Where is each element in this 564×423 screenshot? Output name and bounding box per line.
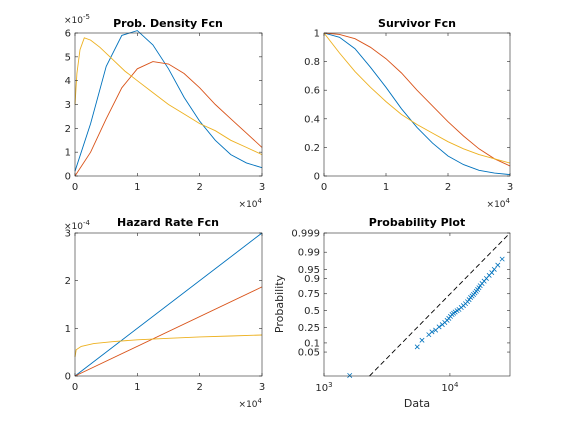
survivor-x-multiplier: ×104 <box>487 197 511 210</box>
y-tick-label: 0.05 <box>298 348 320 359</box>
probability-plot-title: Probability Plot <box>369 216 465 229</box>
y-tick-label: 4 <box>65 76 71 87</box>
y-tick-label: 1 <box>314 29 320 40</box>
data-point <box>414 344 420 350</box>
y-tick-label: 0.9 <box>304 274 320 285</box>
series-line-3 <box>323 32 511 164</box>
series-line-3 <box>74 334 263 357</box>
x-tick-label: 2 <box>196 182 202 193</box>
x-tick-label: 1 <box>383 182 389 193</box>
y-tick-label: 0.4 <box>304 114 320 125</box>
survivor-title: Survivor Fcn <box>378 17 456 30</box>
series-line-3 <box>74 37 263 156</box>
x-tick-label: 3 <box>507 182 513 193</box>
data-point <box>495 262 501 268</box>
y-tick-label: 0.75 <box>298 289 320 300</box>
probability-plot-axes-box <box>323 232 511 377</box>
pdf-title: Prob. Density Fcn <box>113 17 223 30</box>
survivor-ticks: 0 1 2 3 0 0.2 0.4 0.6 0.8 1 <box>304 29 513 194</box>
pdf-series <box>74 30 263 177</box>
y-tick-label: 0 <box>65 372 71 383</box>
x-tick-label: 3 <box>259 182 265 193</box>
x-tick-label: 0 <box>72 382 78 393</box>
y-tick-label: 0.5 <box>304 306 320 317</box>
x-tick-label: 0 <box>321 182 327 193</box>
y-tick-label: 0.2 <box>304 143 320 154</box>
series-line-2 <box>74 61 263 177</box>
y-tick-label: 3 <box>65 229 71 240</box>
series-line-1 <box>74 232 263 377</box>
x-tick-label: 1 <box>134 182 140 193</box>
y-tick-label: 0 <box>314 172 320 183</box>
y-tick-label: 0.8 <box>304 57 320 68</box>
y-tick-label: 5 <box>65 52 71 63</box>
hazard-panel: Hazard Rate Fcn ×10-4 0 1 2 3 0 1 2 3 ×104 <box>64 216 265 410</box>
y-tick-label: 0.95 <box>298 265 320 276</box>
pdf-y-multiplier: ×10-5 <box>64 13 90 26</box>
data-point <box>499 256 505 262</box>
survivor-axes-box <box>323 32 511 177</box>
series-line-2 <box>74 286 263 377</box>
y-tick-label: 0.25 <box>298 323 320 334</box>
probability-plot-ticks: 103 104 0.050.1 0.25 0.5 0.75 0.90.95 0.99 0.999 <box>291 229 510 394</box>
hazard-axes-box <box>74 232 263 377</box>
series-line-1 <box>74 30 263 172</box>
hazard-title: Hazard Rate Fcn <box>117 216 219 229</box>
x-tick-label: 2 <box>445 182 451 193</box>
data-point <box>436 324 442 330</box>
probability-plot-series <box>347 232 511 378</box>
x-tick-label: 1 <box>134 382 140 393</box>
y-tick-label: 6 <box>65 29 71 40</box>
y-tick-label: 1 <box>65 324 71 335</box>
y-tick-label: 0.999 <box>291 229 320 240</box>
x-tick-label: 3 <box>259 382 265 393</box>
data-point <box>489 270 495 276</box>
hazard-y-multiplier: ×10-4 <box>64 219 91 232</box>
reference-fit-line <box>369 232 511 377</box>
x-tick-label: 2 <box>196 382 202 393</box>
pdf-panel: Prob. Density Fcn ×10-5 0 1 2 3 0 1 2 3 4 5 6 ×104 <box>64 13 265 210</box>
x-tick-label: 0 <box>72 182 78 193</box>
survivor-series <box>323 32 511 176</box>
data-point <box>419 337 425 343</box>
pdf-x-multiplier: ×104 <box>239 197 263 210</box>
y-tick-label: 0 <box>65 172 71 183</box>
probability-plot-ylabel: Probability <box>273 274 286 333</box>
y-tick-label: 3 <box>65 100 71 111</box>
hazard-ticks: 0 1 2 3 0 1 2 3 <box>65 229 266 394</box>
hazard-x-multiplier: ×104 <box>239 397 263 410</box>
x-tick-label: 103 <box>315 381 332 394</box>
y-tick-label: 0.99 <box>298 248 320 259</box>
data-point <box>429 329 435 335</box>
probability-plot-xlabel: Data <box>404 397 430 410</box>
y-tick-label: 1 <box>65 148 71 159</box>
pdf-ticks: 0 1 2 3 0 1 2 3 4 5 6 <box>65 29 266 194</box>
x-tick-label: 104 <box>441 381 459 394</box>
hazard-series <box>74 232 263 377</box>
probability-plot-panel: Probability Plot 103 104 0.050.1 0.25 0.5 0.7… <box>273 216 511 410</box>
survivor-panel: Survivor Fcn 0 1 2 3 0 0.2 0.4 0.6 0.8 1 ×104 <box>304 17 513 210</box>
series-line-2 <box>323 32 511 167</box>
y-tick-label: 0.1 <box>304 338 320 349</box>
series-line-1 <box>323 32 511 176</box>
y-tick-label: 2 <box>65 276 71 287</box>
data-point <box>466 297 472 303</box>
y-tick-label: 0.6 <box>304 86 320 97</box>
y-tick-label: 2 <box>65 124 71 135</box>
data-point <box>491 266 497 272</box>
data-point <box>347 372 353 378</box>
